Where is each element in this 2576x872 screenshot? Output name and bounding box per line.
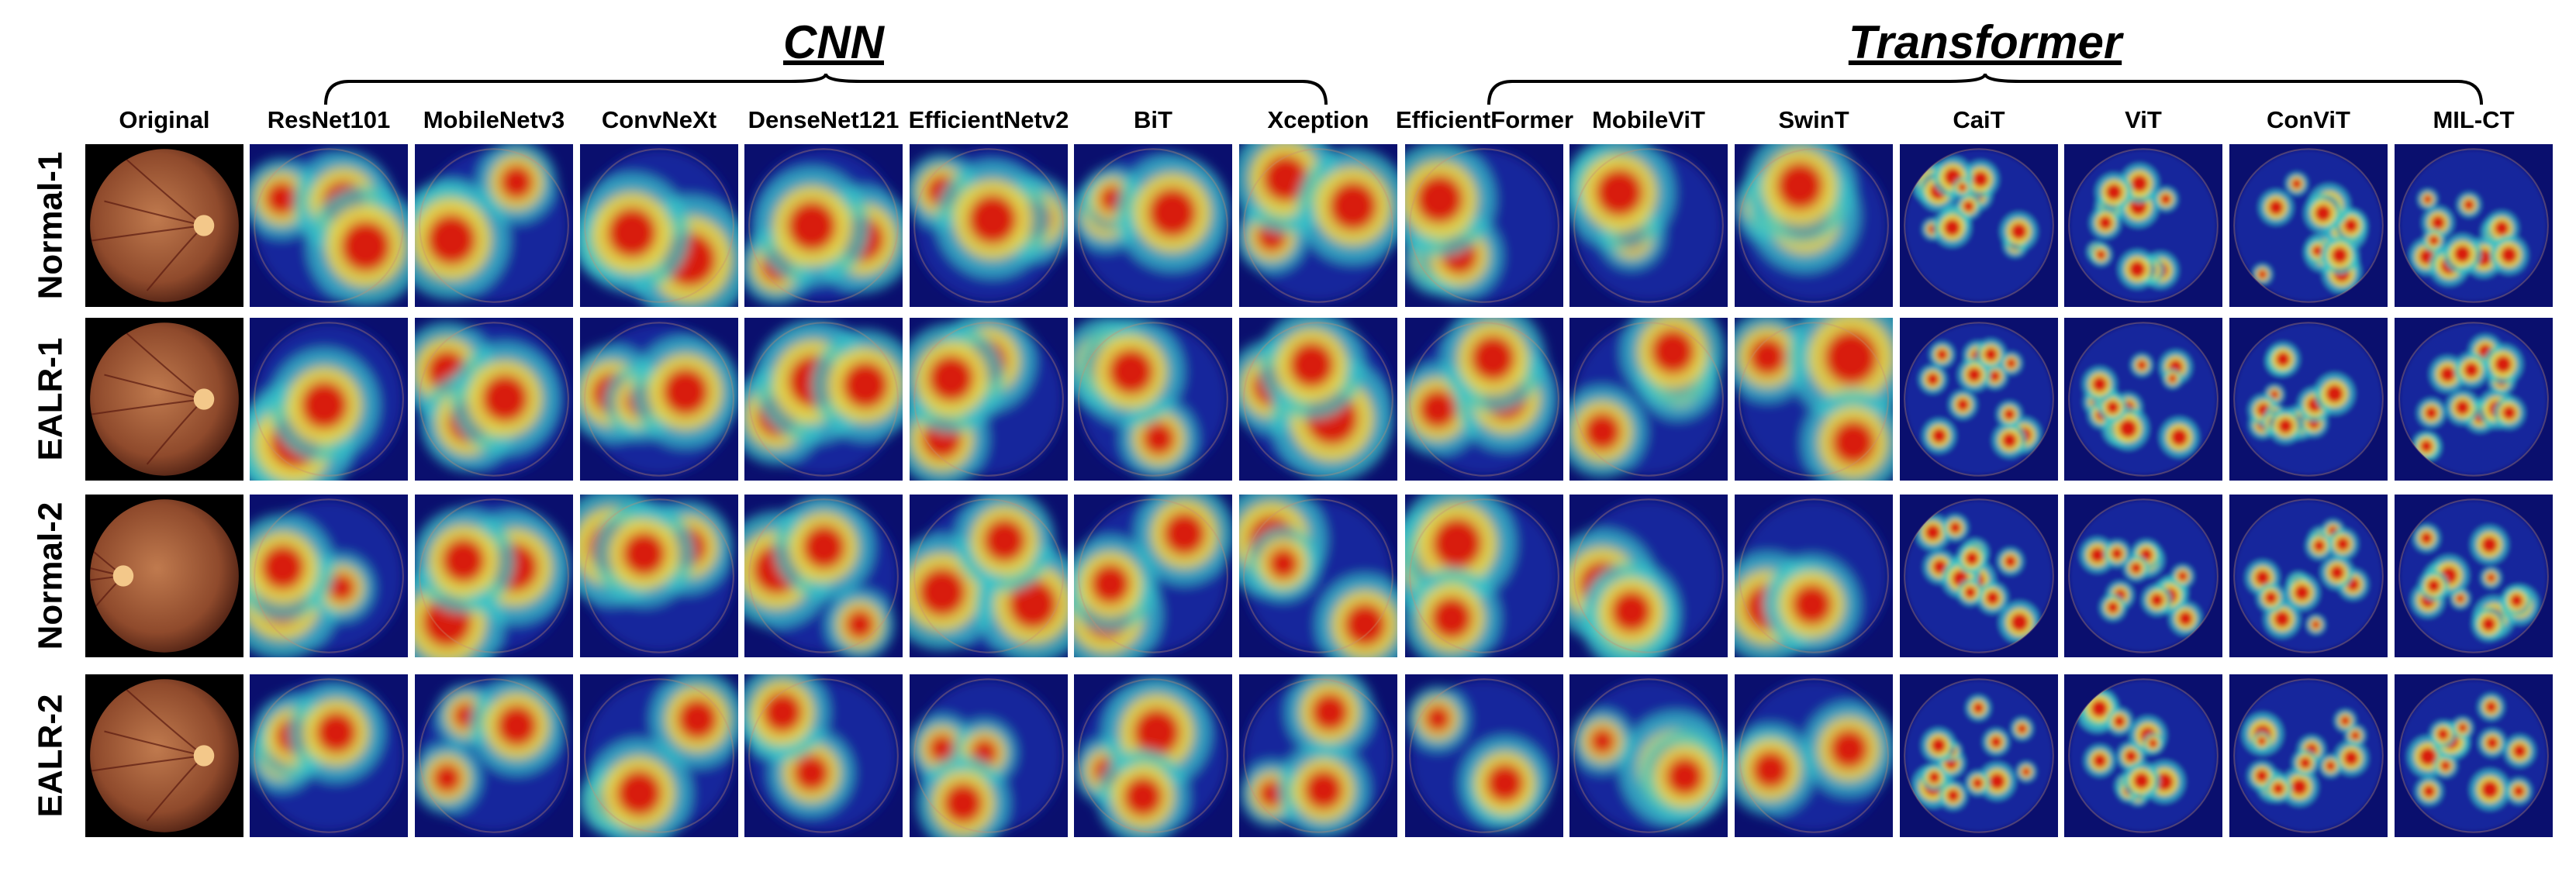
heatmap-ealr-1-bit	[1074, 318, 1232, 481]
heatmap-ealr-1-resnet101	[250, 318, 408, 481]
column-label-vit: ViT	[2125, 106, 2162, 133]
heatmap-normal-2-mil-ct	[2395, 495, 2553, 657]
fundus-image-ealr-1-original	[85, 318, 243, 481]
fundus-image-ealr-2-original	[85, 674, 243, 837]
heatmap-normal-2-mobilenetv3	[415, 495, 573, 657]
heatmap-ealr-2-efficientformer	[1405, 674, 1563, 837]
heatmap-ealr-2-convnext	[580, 674, 738, 837]
heatmap-normal-2-convit	[2229, 495, 2388, 657]
heatmap-ealr-2-convit	[2229, 674, 2388, 837]
cnn-brace	[324, 74, 1328, 105]
heatmap-ealr-2-vit	[2064, 674, 2222, 837]
heatmap-normal-2-vit	[2064, 495, 2222, 657]
heatmap-normal-2-mobilevit	[1569, 495, 1728, 657]
transformer-group-title: Transformer	[1848, 16, 2122, 68]
heatmap-ealr-1-mil-ct	[2395, 318, 2553, 481]
transformer-brace	[1487, 74, 2483, 105]
heatmap-normal-2-efficientnetv2	[910, 495, 1068, 657]
heatmap-normal-1-mil-ct	[2395, 144, 2553, 307]
column-label-mil-ct: MIL-CT	[2433, 106, 2515, 133]
column-label-convnext: ConvNeXt	[601, 106, 717, 133]
column-label-convit: ConViT	[2267, 106, 2350, 133]
column-label-mobilenetv3: MobileNetv3	[423, 106, 565, 133]
heatmap-ealr-1-efficientformer	[1405, 318, 1563, 481]
heatmap-normal-2-resnet101	[250, 495, 408, 657]
fundus-image-normal-1-original	[85, 144, 243, 307]
heatmap-normal-2-densenet121	[744, 495, 903, 657]
column-label-densenet121: DenseNet121	[748, 106, 900, 133]
heatmap-normal-1-resnet101	[250, 144, 408, 307]
heatmap-normal-2-swint	[1735, 495, 1893, 657]
heatmap-ealr-2-efficientnetv2	[910, 674, 1068, 837]
heatmap-normal-1-densenet121	[744, 144, 903, 307]
heatmap-normal-1-swint	[1735, 144, 1893, 307]
heatmap-ealr-1-convit	[2229, 318, 2388, 481]
row-label-ealr-1: EALR-1	[31, 337, 69, 461]
heatmap-ealr-1-convnext	[580, 318, 738, 481]
column-label-original: Original	[119, 106, 210, 133]
heatmap-ealr-2-bit	[1074, 674, 1232, 837]
heatmap-normal-1-convnext	[580, 144, 738, 307]
heatmap-ealr-1-cait	[1900, 318, 2058, 481]
heatmap-ealr-2-cait	[1900, 674, 2058, 837]
column-label-mobilevit: MobileViT	[1592, 106, 1705, 133]
heatmap-normal-1-mobilenetv3	[415, 144, 573, 307]
heatmap-ealr-1-xception	[1239, 318, 1397, 481]
column-label-cait: CaiT	[1953, 106, 2005, 133]
column-label-bit: BiT	[1134, 106, 1172, 133]
column-label-efficientnetv2: EfficientNetv2	[908, 106, 1069, 133]
heatmap-normal-1-cait	[1900, 144, 2058, 307]
heatmap-normal-1-bit	[1074, 144, 1232, 307]
column-label-swint: SwinT	[1778, 106, 1849, 133]
heatmap-ealr-2-xception	[1239, 674, 1397, 837]
heatmap-ealr-1-swint	[1735, 318, 1893, 481]
row-label-normal-2: Normal-2	[31, 501, 69, 650]
heatmap-ealr-1-vit	[2064, 318, 2222, 481]
heatmap-ealr-2-densenet121	[744, 674, 903, 837]
heatmap-ealr-2-resnet101	[250, 674, 408, 837]
row-label-normal-1: Normal-1	[31, 151, 69, 300]
heatmap-ealr-1-densenet121	[744, 318, 903, 481]
column-label-efficientformer: EfficientFormer	[1396, 106, 1574, 133]
heatmap-ealr-1-efficientnetv2	[910, 318, 1068, 481]
heatmap-normal-2-efficientformer	[1405, 495, 1563, 657]
heatmap-normal-1-vit	[2064, 144, 2222, 307]
heatmap-normal-2-bit	[1074, 495, 1232, 657]
column-label-resnet101: ResNet101	[267, 106, 391, 133]
heatmap-ealr-1-mobilenetv3	[415, 318, 573, 481]
heatmap-normal-2-xception	[1239, 495, 1397, 657]
heatmap-ealr-1-mobilevit	[1569, 318, 1728, 481]
heatmap-ealr-2-mobilevit	[1569, 674, 1728, 837]
heatmap-normal-1-efficientnetv2	[910, 144, 1068, 307]
heatmap-normal-1-efficientformer	[1405, 144, 1563, 307]
fundus-image-normal-2-original	[85, 495, 243, 657]
heatmap-normal-1-xception	[1239, 144, 1397, 307]
heatmap-normal-1-convit	[2229, 144, 2388, 307]
heatmap-normal-2-convnext	[580, 495, 738, 657]
heatmap-normal-1-mobilevit	[1569, 144, 1728, 307]
column-label-xception: Xception	[1267, 106, 1369, 133]
heatmap-ealr-2-mobilenetv3	[415, 674, 573, 837]
heatmap-normal-2-cait	[1900, 495, 2058, 657]
heatmap-ealr-2-swint	[1735, 674, 1893, 837]
row-label-ealr-2: EALR-2	[31, 694, 69, 818]
cnn-group-title: CNN	[783, 16, 884, 68]
heatmap-ealr-2-mil-ct	[2395, 674, 2553, 837]
